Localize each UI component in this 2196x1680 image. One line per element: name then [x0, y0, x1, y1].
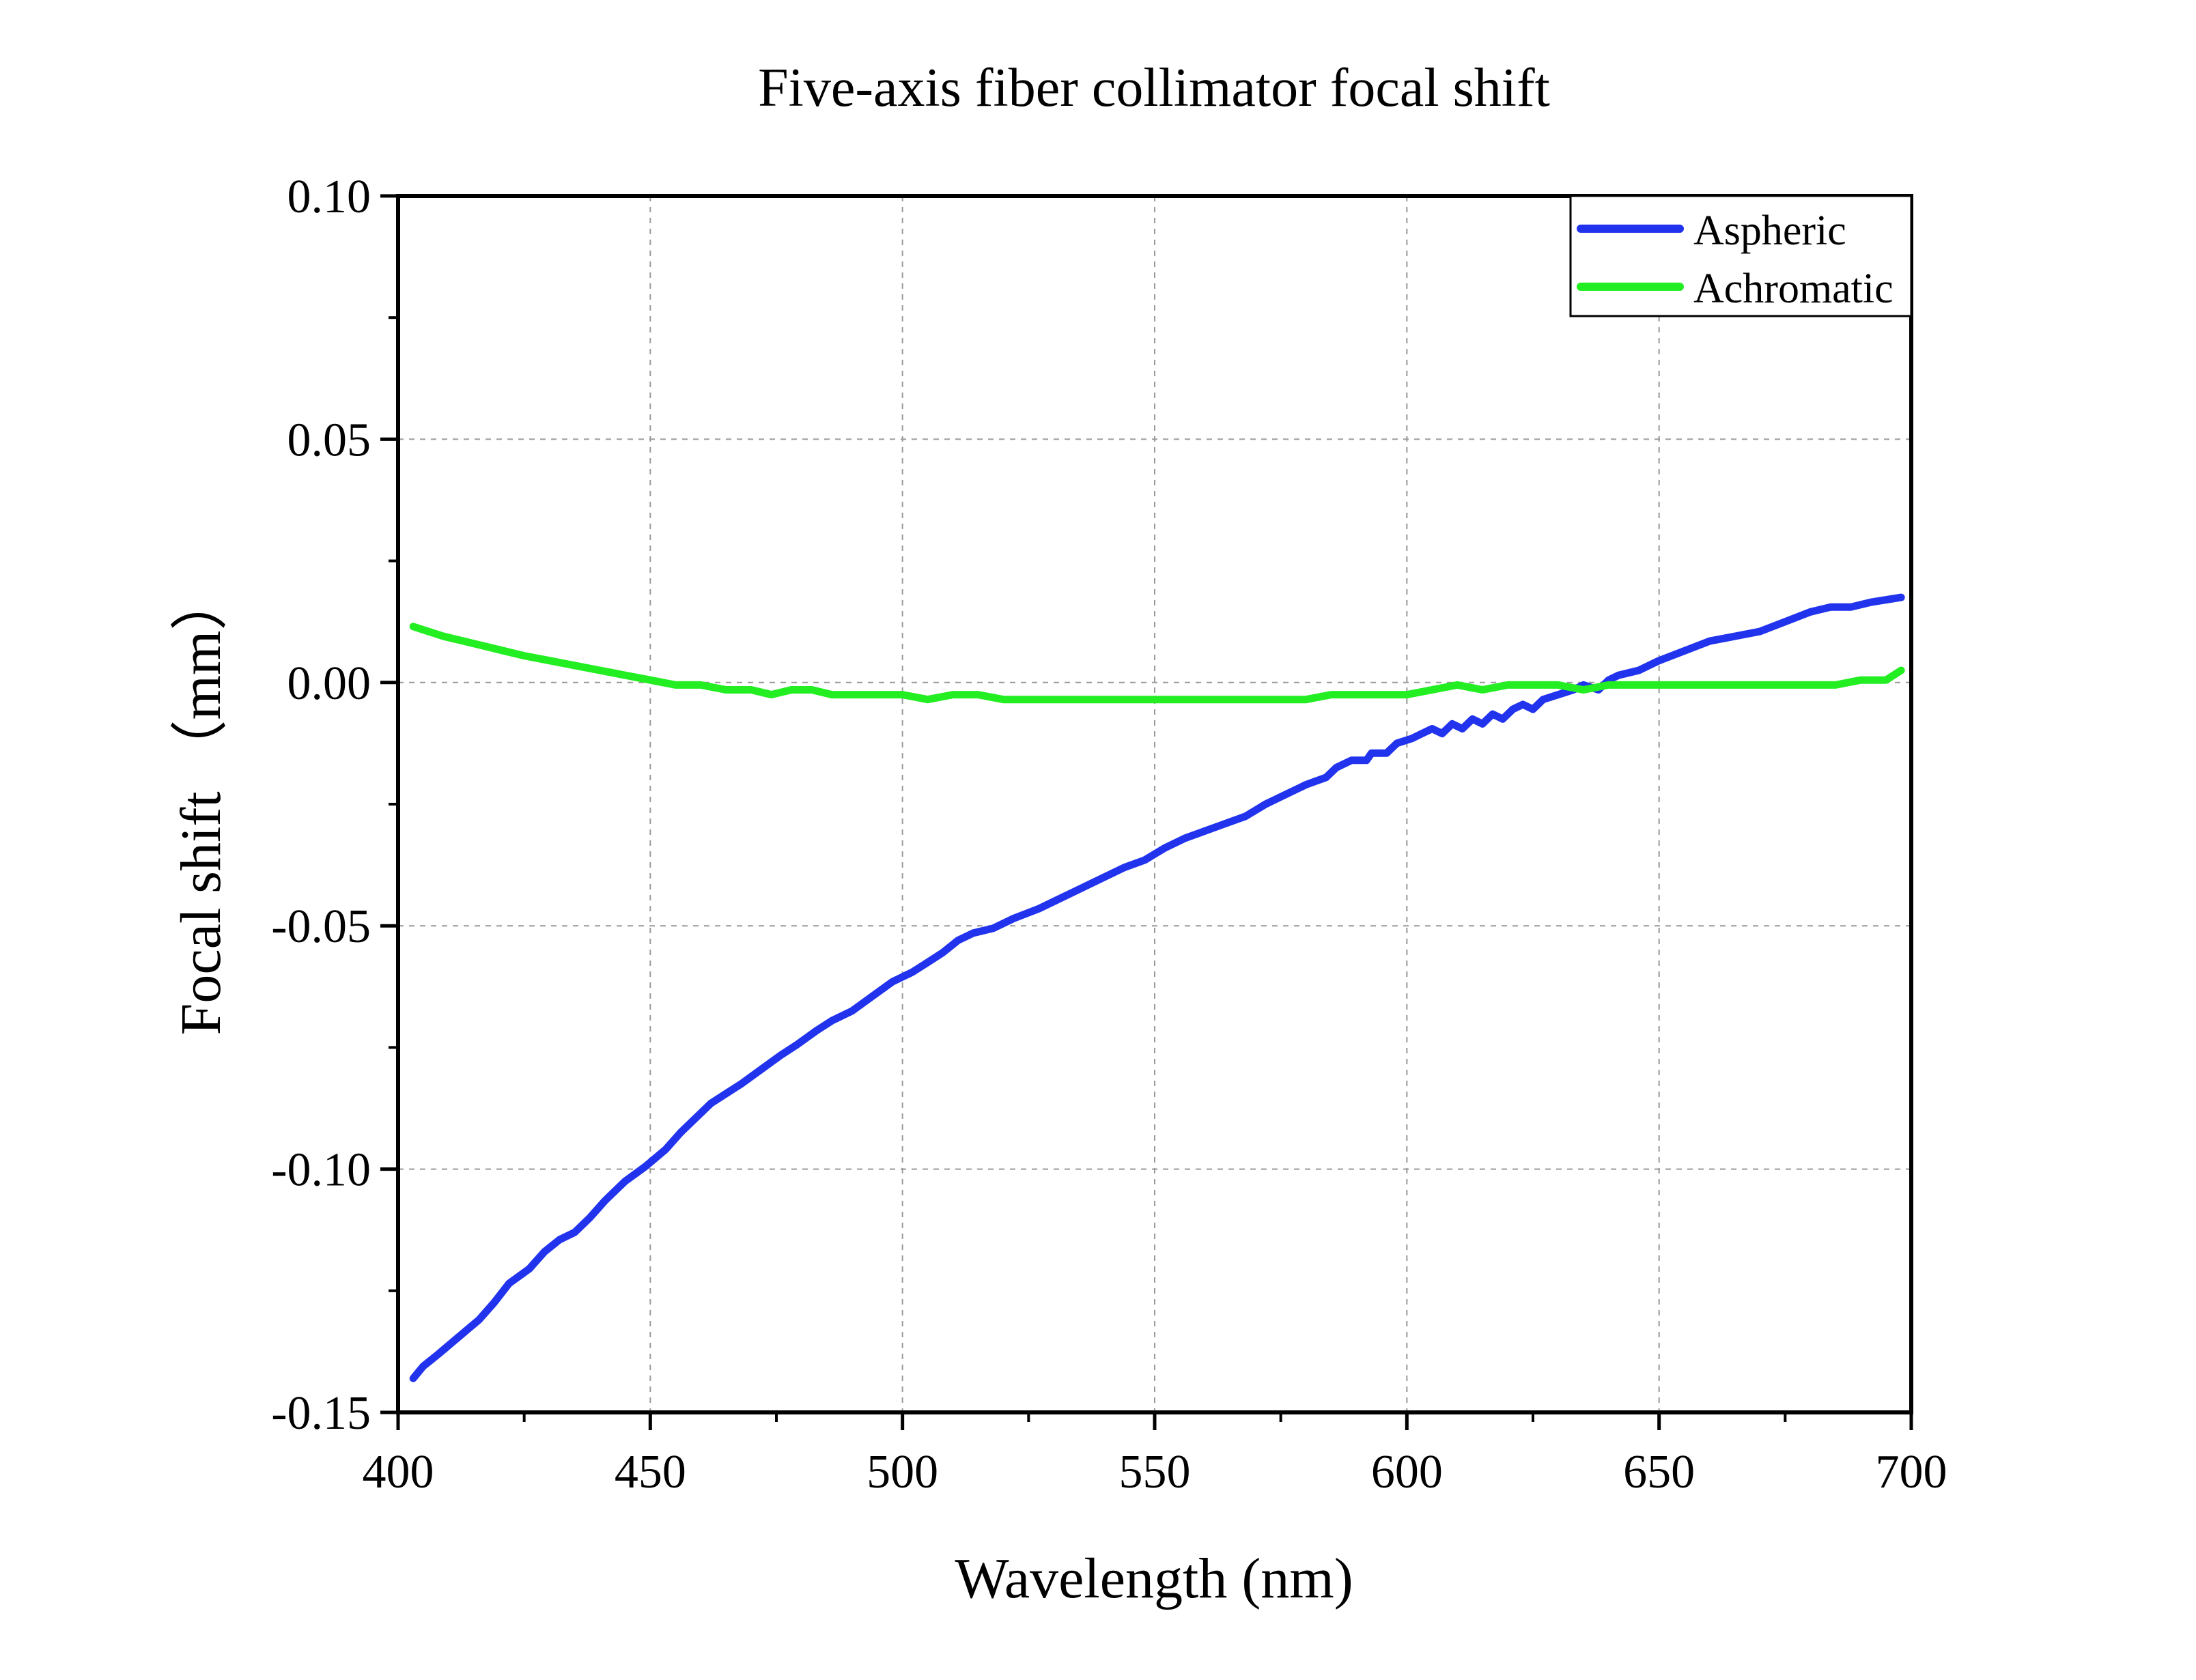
plot-frame — [396, 194, 1913, 1414]
y-tick-label: -0.15 — [271, 1387, 371, 1440]
chart-title: Five-axis fiber collimator focal shift — [758, 58, 1550, 118]
x-tick-label: 600 — [1371, 1446, 1443, 1498]
legend: Aspheric Achromatic — [1569, 195, 1913, 317]
y-tick-label: 0.10 — [287, 171, 371, 223]
y-tick-label: -0.05 — [271, 900, 371, 953]
legend-label-achromatic: Achromatic — [1693, 266, 1894, 312]
x-tick-label: 700 — [1876, 1446, 1947, 1498]
x-tick-label: 450 — [615, 1446, 686, 1498]
x-axis-label: Wavelength (nm) — [955, 1547, 1353, 1610]
y-tick-labels: -0.15 -0.10 -0.05 0.00 0.05 0.10 — [271, 171, 371, 1440]
x-tick-labels: 400 450 500 550 600 650 700 — [363, 1446, 1947, 1498]
x-tick-label: 650 — [1623, 1446, 1695, 1498]
axis-ticks — [380, 194, 1913, 1430]
y-tick-label: 0.00 — [287, 657, 371, 710]
series-line-achromatic — [409, 623, 1905, 704]
legend-box — [1569, 195, 1913, 317]
y-tick-label: 0.05 — [287, 414, 371, 466]
legend-label-aspheric: Aspheric — [1693, 208, 1846, 254]
y-axis-label: Focal shift （mm） — [169, 573, 233, 1036]
x-tick-label: 400 — [363, 1446, 434, 1498]
x-tick-label: 500 — [867, 1446, 938, 1498]
x-tick-label: 550 — [1119, 1446, 1191, 1498]
series-lines — [409, 593, 1905, 1382]
y-tick-label: -0.10 — [271, 1144, 371, 1197]
series-line-aspheric — [409, 593, 1905, 1382]
grid — [398, 196, 1911, 1412]
